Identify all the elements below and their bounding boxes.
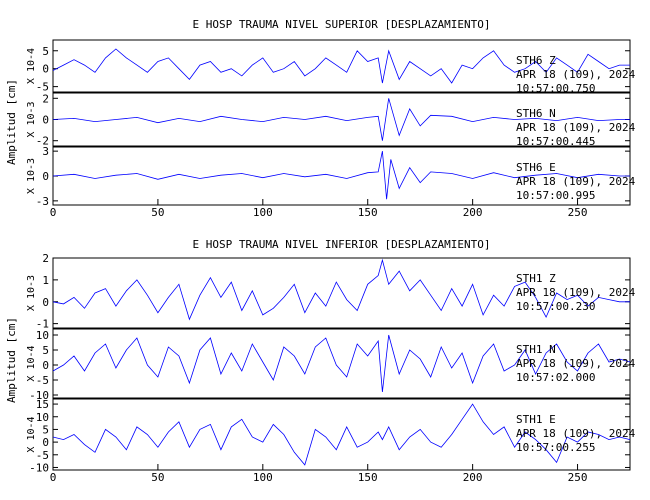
y-axis-label: Amplitud [cm] [5,79,18,165]
y-tick-label: 0 [42,63,49,76]
y-axis-label: Amplitud [cm] [5,317,18,403]
date-label: APR 18 (109), 2024 [516,357,636,370]
channel-label: STH1 E [516,413,556,426]
trace-frame [52,398,631,471]
x-tick-label: 200 [463,206,483,219]
waveform-line [52,48,630,84]
time-label: 10:57:02.000 [516,371,595,384]
x-tick-label: 250 [568,471,588,484]
y-tick-label: 10 [36,329,49,342]
scale-label: X 10-4 [26,48,37,84]
time-label: 10:57:00.230 [516,300,595,313]
date-label: APR 18 (109), 2024 [516,175,636,188]
y-tick-label: 10 [36,411,49,424]
y-tick-label: -3 [36,195,49,208]
y-tick-label: 0 [42,170,49,183]
y-tick-label: 5 [42,344,49,357]
date-label: APR 18 (109), 2024 [516,427,636,440]
date-label: APR 18 (109), 2024 [516,68,636,81]
y-tick-label: -10 [29,461,49,474]
waveform-line [52,334,631,393]
y-tick-label: 0 [42,296,49,309]
scale-label: X 10-4 [26,345,37,381]
y-tick-label: -2 [36,135,49,148]
y-tick-label: 0 [42,359,49,372]
scale-label: X 10-3 [26,275,37,311]
y-tick-label: 5 [42,423,49,436]
x-tick-label: 100 [253,471,273,484]
scale-label: X 10-3 [26,158,37,194]
y-tick-label: -10 [29,389,49,402]
y-tick-label: 3 [42,145,49,158]
y-tick-label: 5 [42,45,49,58]
channel-label: STH6 N [516,107,556,120]
x-tick-label: 200 [463,471,483,484]
y-tick-label: 2 [42,92,49,105]
x-tick-label: 0 [50,206,57,219]
date-label: APR 18 (109), 2024 [516,286,636,299]
date-label: APR 18 (109), 2024 [516,121,636,134]
chart-title: E HOSP TRAUMA NIVEL SUPERIOR [DESPLAZAMI… [192,18,490,31]
time-label: 10:57:00.750 [516,82,595,95]
x-tick-label: 250 [568,206,588,219]
time-label: 10:57:00.255 [516,441,595,454]
x-tick-label: 150 [358,206,378,219]
x-tick-label: 100 [253,206,273,219]
y-tick-label: 1 [42,274,49,287]
x-tick-label: 150 [358,471,378,484]
waveform-line [52,151,630,200]
waveform-line [52,98,630,141]
y-tick-label: -1 [36,318,49,331]
y-tick-label: 15 [36,398,49,411]
y-tick-label: -5 [36,449,49,462]
y-tick-label: 0 [42,436,49,449]
channel-label: STH6 E [516,161,556,174]
x-tick-label: 0 [50,471,57,484]
trace-frame [52,328,631,399]
trace-frame [52,257,631,329]
y-tick-label: -5 [36,81,49,94]
channel-label: STH1 Z [516,272,556,285]
y-tick-label: 2 [42,252,49,265]
waveform-line [52,258,630,321]
channel-label: STH1 N [516,343,556,356]
scale-label: X 10-4 [26,416,37,452]
channel-label: STH6 Z [516,54,556,67]
time-label: 10:57:00.995 [516,189,595,202]
x-tick-label: 50 [151,471,164,484]
trace-frame [52,39,631,93]
chart-panel-2: E HOSP TRAUMA NIVEL INFERIOR [DESPLAZAMI… [5,238,636,484]
chart-title: E HOSP TRAUMA NIVEL INFERIOR [DESPLAZAMI… [192,238,490,251]
chart-panel-1: E HOSP TRAUMA NIVEL SUPERIOR [DESPLAZAMI… [5,18,636,219]
scale-label: X 10-3 [26,101,37,137]
waveform-line [52,403,631,466]
time-label: 10:57:00.445 [516,135,595,148]
x-tick-label: 50 [151,206,164,219]
y-tick-label: -5 [36,374,49,387]
y-tick-label: 0 [42,114,49,127]
